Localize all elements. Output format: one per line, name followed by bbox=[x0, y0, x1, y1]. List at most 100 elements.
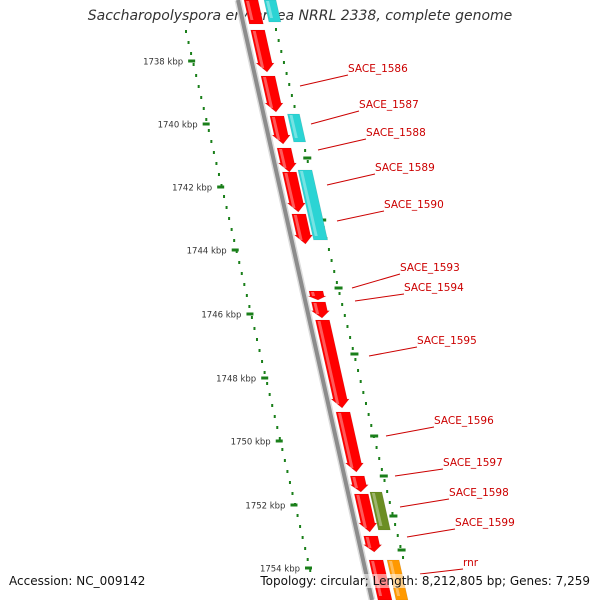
feature-guide-dot bbox=[396, 534, 399, 537]
ruler-tick-label: 1740 kbp bbox=[158, 121, 198, 131]
gene-feature-highlight bbox=[299, 171, 318, 236]
gene-feature bbox=[362, 535, 383, 553]
ruler-dot bbox=[261, 360, 264, 363]
gene-feature bbox=[291, 213, 314, 245]
ruler-dot bbox=[240, 272, 243, 275]
ruler-dot bbox=[309, 569, 312, 572]
feature-guide-dot bbox=[359, 380, 362, 383]
gene-feature bbox=[297, 169, 328, 241]
gene-label-connector bbox=[299, 74, 349, 87]
gene-labels: SACE_1586 SACE_1587 SACE_1588 SACE_1589 SACE… bbox=[299, 63, 515, 575]
feature-guide-dot bbox=[338, 292, 341, 295]
feature-guide-dot bbox=[354, 358, 357, 361]
gene-feature-highlight bbox=[352, 477, 358, 488]
gene-label-connector bbox=[406, 528, 456, 538]
feature-guide-tick bbox=[350, 352, 359, 356]
ruler-dot bbox=[281, 448, 284, 451]
map-title: Saccharopolyspora erythraea NRRL 2338, c… bbox=[87, 8, 513, 24]
ruler-dot bbox=[288, 481, 291, 484]
feature-guide-dot bbox=[280, 50, 283, 53]
ruler-dot bbox=[296, 514, 299, 517]
ruler-dot bbox=[255, 338, 258, 341]
feature-guide-dot bbox=[402, 556, 405, 559]
ruler: 1738 kbp 1740 kbp 1742 kbp 1744 kbp 1746 kbp… bbox=[143, 58, 312, 575]
ruler-dot bbox=[238, 261, 241, 264]
gene-feature bbox=[287, 113, 307, 143]
feature-guide-dot bbox=[391, 512, 394, 515]
ruler-tick-label: 1748 kbp bbox=[216, 375, 256, 385]
gene-label: rnr bbox=[463, 557, 479, 569]
ruler-dot bbox=[278, 437, 281, 440]
gene-label: SACE_1599 bbox=[455, 517, 515, 529]
gene-label-connector bbox=[354, 293, 405, 302]
gene-feature-highlight bbox=[310, 292, 316, 296]
ruler-tick-mark bbox=[231, 248, 239, 252]
backbone-line bbox=[236, 0, 374, 600]
ruler-tick-mark bbox=[275, 439, 283, 443]
gene-feature-highlight bbox=[365, 537, 372, 548]
feature-guide-dot bbox=[370, 424, 373, 427]
feature-guide-tick bbox=[303, 156, 312, 160]
ruler-dot bbox=[215, 162, 218, 165]
ruler-dot bbox=[304, 547, 307, 550]
ruler-tick-mark bbox=[305, 566, 312, 570]
gene-label: SACE_1597 bbox=[443, 457, 503, 469]
gene-feature-highlight bbox=[317, 321, 340, 404]
ruler-dot bbox=[228, 217, 231, 220]
feature-guide-dot bbox=[357, 369, 360, 372]
gene-label-connector bbox=[385, 426, 435, 437]
ruler-dot bbox=[230, 228, 233, 231]
ruler-dot bbox=[235, 250, 238, 253]
ruler-dot bbox=[276, 426, 279, 429]
gene-label-connector bbox=[317, 138, 367, 151]
feature-guide-tick bbox=[379, 474, 388, 478]
feature-guide-dot bbox=[275, 28, 277, 31]
gene-feature-highlight bbox=[252, 31, 265, 68]
feature-guide-dot bbox=[330, 259, 333, 262]
gene-feature-highlight bbox=[246, 1, 254, 20]
ruler-tick-label: 1742 kbp bbox=[172, 184, 212, 194]
gene-label-connector bbox=[399, 498, 450, 508]
ruler-dot bbox=[202, 107, 205, 110]
gene-feature-highlight bbox=[262, 77, 274, 108]
ruler-dot bbox=[299, 525, 302, 528]
feature-guide-dot bbox=[293, 105, 296, 108]
summary-text: Topology: circular; Length: 8,212,805 bp… bbox=[260, 574, 590, 588]
ruler-dot bbox=[294, 503, 297, 506]
ruler-dot bbox=[266, 382, 269, 385]
ruler-dot bbox=[187, 41, 190, 44]
gene-feature bbox=[310, 301, 331, 319]
ruler-dot bbox=[253, 327, 256, 330]
gene-label-connector bbox=[394, 468, 444, 477]
feature-guide-dot bbox=[306, 160, 309, 163]
ruler-dot bbox=[258, 349, 261, 352]
feature-guide-tick bbox=[397, 548, 406, 552]
ruler-dot bbox=[250, 316, 253, 319]
ruler-dot bbox=[185, 30, 187, 33]
tick-dots bbox=[185, 28, 406, 572]
ruler-dot bbox=[212, 151, 215, 154]
feature-guide-dot bbox=[399, 545, 402, 548]
feature-guide-dot bbox=[364, 402, 367, 405]
ruler-dot bbox=[248, 305, 251, 308]
gene-label: SACE_1598 bbox=[449, 487, 509, 499]
feature-guide-dot bbox=[335, 281, 338, 284]
gene-feature-highlight bbox=[356, 495, 367, 528]
feature-guide-tick bbox=[389, 514, 398, 518]
ruler-dot bbox=[190, 52, 193, 55]
accession-text: Accession: NC_009142 bbox=[9, 574, 146, 588]
feature-guide-dot bbox=[288, 83, 291, 86]
feature-guide-dot bbox=[388, 501, 391, 504]
gene-label-connector bbox=[368, 346, 418, 357]
gene-label: SACE_1586 bbox=[348, 63, 408, 75]
gene-label-connector bbox=[336, 210, 385, 222]
gene-feature bbox=[369, 491, 391, 531]
feature-guide-dot bbox=[394, 523, 397, 526]
feature-guide-dot bbox=[285, 72, 288, 75]
feature-guide-dot bbox=[349, 336, 352, 339]
ruler-dot bbox=[195, 74, 198, 77]
gene-label-connector bbox=[326, 173, 376, 186]
ruler-dot bbox=[243, 283, 246, 286]
ruler-tick-mark bbox=[290, 503, 298, 507]
